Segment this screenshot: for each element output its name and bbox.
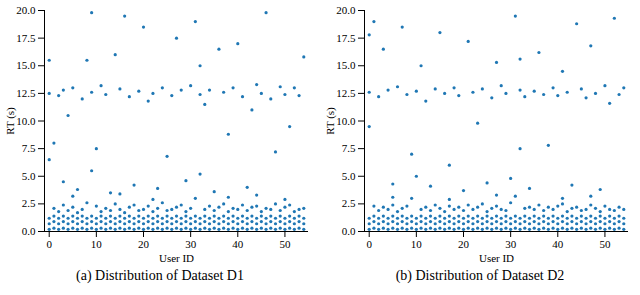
svg-text:5.0: 5.0: [342, 170, 356, 182]
svg-text:20: 20: [458, 238, 470, 250]
svg-text:15.0: 15.0: [336, 59, 356, 71]
svg-text:40: 40: [232, 238, 244, 250]
svg-text:30: 30: [185, 238, 197, 250]
html-text:(a) Distribution of Dataset D1: (a) Distribution of Dataset D1: [76, 268, 244, 283]
svg-text:20.0: 20.0: [16, 4, 36, 16]
svg-text:30: 30: [505, 238, 516, 250]
svg-text:10.0: 10.0: [336, 115, 356, 127]
svg-text:17.5: 17.5: [16, 32, 36, 44]
svg-text:0: 0: [46, 238, 52, 250]
svg-text:RT (s): RT (s): [4, 107, 17, 135]
svg-text:10: 10: [91, 238, 103, 250]
svg-text:2.5: 2.5: [342, 197, 356, 209]
svg-text:10: 10: [411, 238, 423, 250]
svg-text:0.0: 0.0: [22, 225, 36, 237]
svg-text:7.5: 7.5: [342, 142, 356, 154]
svg-text:0: 0: [366, 238, 372, 250]
svg-text:20: 20: [138, 238, 150, 250]
svg-text:User ID: User ID: [159, 252, 194, 264]
svg-text:7.5: 7.5: [22, 142, 36, 154]
svg-text:40: 40: [552, 238, 564, 250]
svg-text:50: 50: [279, 238, 291, 250]
svg-text:5.0: 5.0: [22, 170, 36, 182]
html-text:(b) Distribution of Dataset D2: (b) Distribution of Dataset D2: [395, 268, 565, 283]
svg-text:RT (s): RT (s): [324, 107, 337, 135]
svg-text:10.0: 10.0: [16, 115, 36, 127]
svg-text:12.5: 12.5: [336, 87, 356, 99]
svg-text:User ID: User ID: [479, 252, 514, 264]
svg-text:0.0: 0.0: [342, 225, 356, 237]
svg-text:15.0: 15.0: [16, 59, 36, 71]
svg-text:17.5: 17.5: [336, 32, 356, 44]
svg-text:20.0: 20.0: [336, 4, 356, 16]
svg-text:12.5: 12.5: [16, 87, 36, 99]
svg-text:50: 50: [599, 238, 611, 250]
svg-text:2.5: 2.5: [22, 197, 36, 209]
